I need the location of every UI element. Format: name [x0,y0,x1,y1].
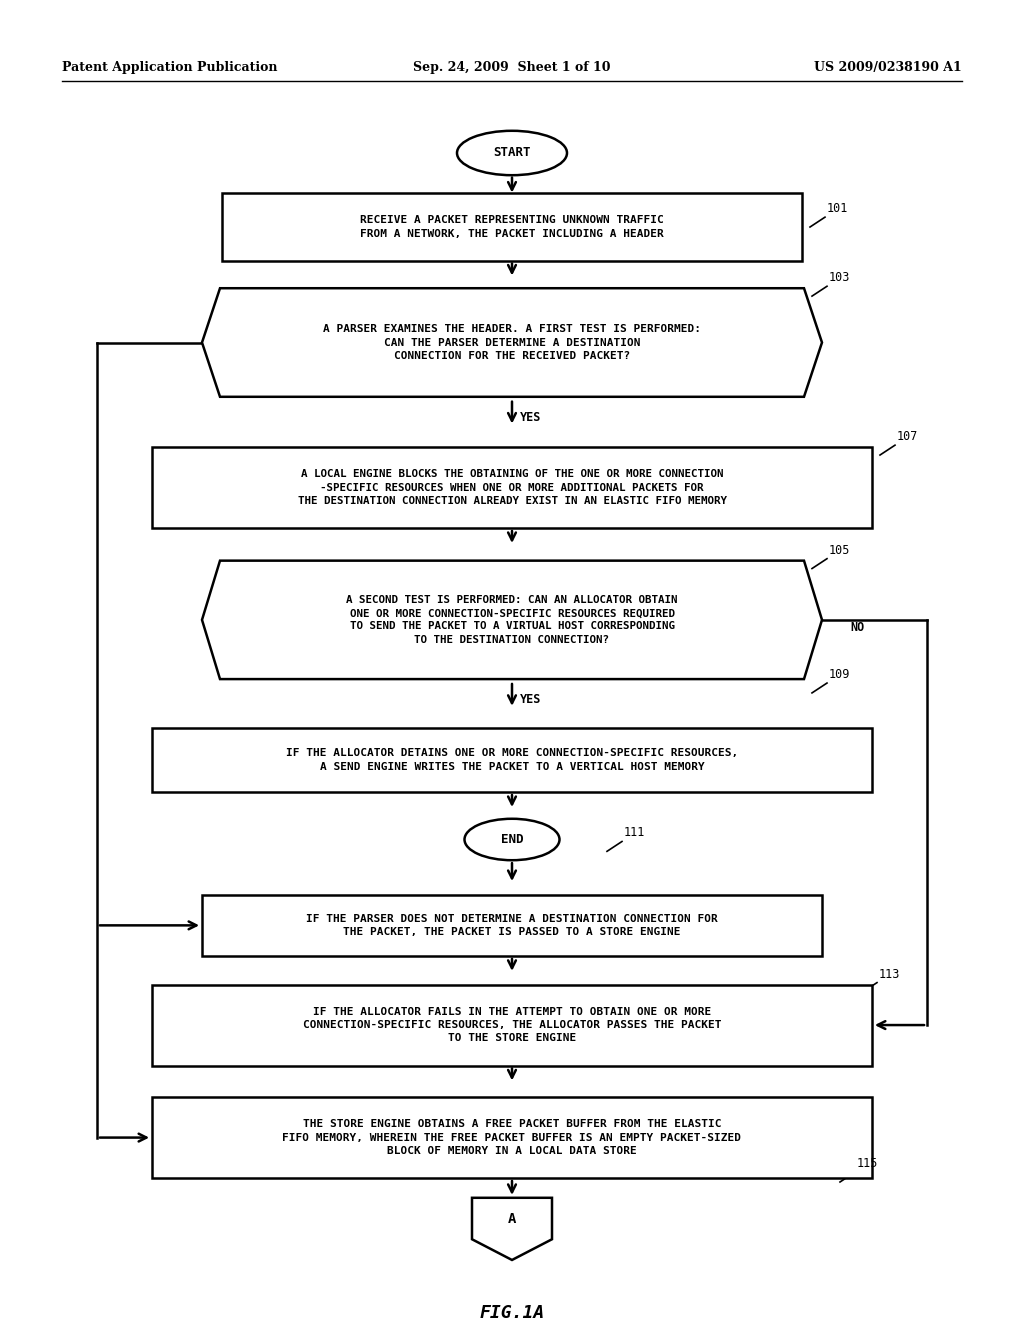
Text: A SECOND TEST IS PERFORMED: CAN AN ALLOCATOR OBTAIN
ONE OR MORE CONNECTION-SPECI: A SECOND TEST IS PERFORMED: CAN AN ALLOC… [346,595,678,644]
Text: 103: 103 [829,272,850,284]
Text: A: A [508,1212,516,1225]
Text: 105: 105 [829,544,850,557]
Text: 109: 109 [829,668,850,681]
Ellipse shape [457,131,567,176]
Text: YES: YES [520,411,542,424]
Ellipse shape [465,818,559,861]
Bar [152,985,872,1065]
Text: NO: NO [850,622,864,635]
Text: 111: 111 [624,826,645,840]
Polygon shape [472,1197,552,1261]
Polygon shape [202,288,822,397]
Polygon shape [202,561,822,678]
Text: 101: 101 [827,202,848,215]
Bar [152,447,872,528]
Bar [222,194,802,260]
Text: FIG.1A: FIG.1A [479,1304,545,1320]
Text: END: END [501,833,523,846]
Text: A PARSER EXAMINES THE HEADER. A FIRST TEST IS PERFORMED:
CAN THE PARSER DETERMIN: A PARSER EXAMINES THE HEADER. A FIRST TE… [323,325,701,360]
Text: 113: 113 [879,968,900,981]
Text: US 2009/0238190 A1: US 2009/0238190 A1 [814,61,962,74]
Text: Sep. 24, 2009  Sheet 1 of 10: Sep. 24, 2009 Sheet 1 of 10 [414,61,610,74]
Text: 115: 115 [857,1158,879,1170]
Text: YES: YES [520,693,542,706]
Text: RECEIVE A PACKET REPRESENTING UNKNOWN TRAFFIC
FROM A NETWORK, THE PACKET INCLUDI: RECEIVE A PACKET REPRESENTING UNKNOWN TR… [360,215,664,239]
Text: IF THE ALLOCATOR FAILS IN THE ATTEMPT TO OBTAIN ONE OR MORE
CONNECTION-SPECIFIC : IF THE ALLOCATOR FAILS IN THE ATTEMPT TO… [303,1007,721,1043]
Text: Patent Application Publication: Patent Application Publication [62,61,278,74]
Text: A LOCAL ENGINE BLOCKS THE OBTAINING OF THE ONE OR MORE CONNECTION
-SPECIFIC RESO: A LOCAL ENGINE BLOCKS THE OBTAINING OF T… [298,470,726,506]
Text: START: START [494,147,530,160]
Text: 107: 107 [897,430,919,444]
Text: THE STORE ENGINE OBTAINS A FREE PACKET BUFFER FROM THE ELASTIC
FIFO MEMORY, WHER: THE STORE ENGINE OBTAINS A FREE PACKET B… [283,1119,741,1156]
Text: IF THE PARSER DOES NOT DETERMINE A DESTINATION CONNECTION FOR
THE PACKET, THE PA: IF THE PARSER DOES NOT DETERMINE A DESTI… [306,913,718,937]
Bar [152,727,872,792]
Bar [152,1097,872,1177]
Bar [202,895,822,956]
Text: IF THE ALLOCATOR DETAINS ONE OR MORE CONNECTION-SPECIFIC RESOURCES,
A SEND ENGIN: IF THE ALLOCATOR DETAINS ONE OR MORE CON… [286,748,738,772]
